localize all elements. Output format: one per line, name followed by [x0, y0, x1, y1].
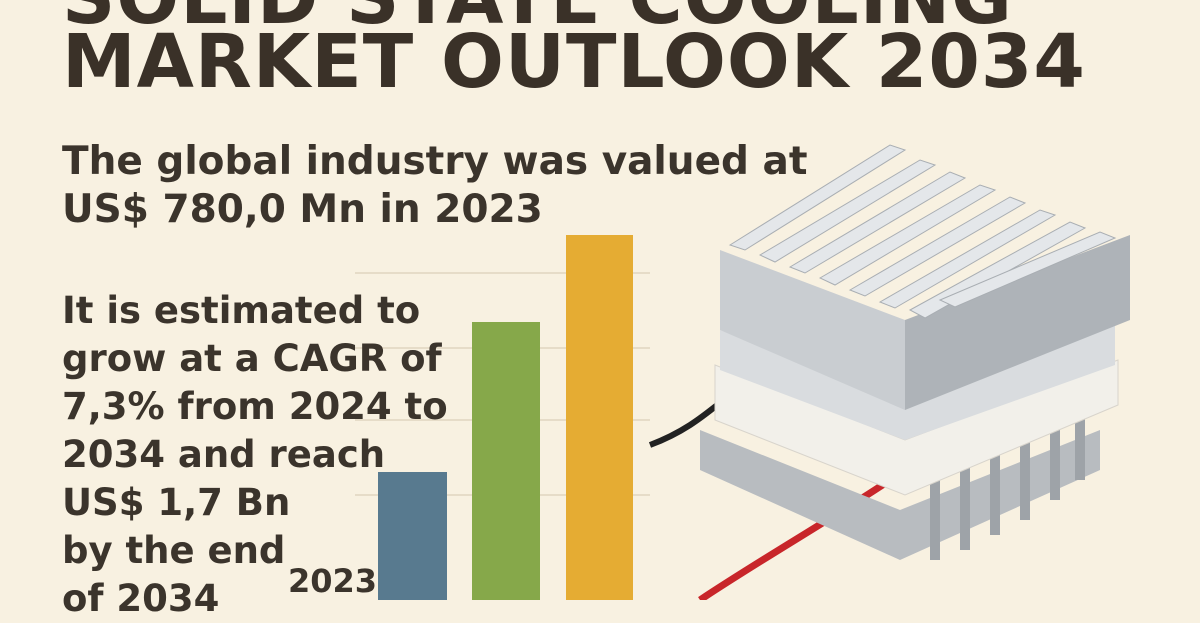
title-line: MARKET OUTLOOK 2034: [62, 19, 1086, 105]
bar: [378, 472, 447, 600]
forecast-line: It is estimated to: [62, 289, 421, 332]
chart-label: 2023: [288, 562, 378, 600]
valuation-line: US$ 780,0 Mn in 2023: [62, 187, 543, 232]
artwork: [355, 144, 1130, 600]
forecast-line: 7,3% from 2024 to: [62, 385, 448, 428]
forecast-line: by the end: [62, 529, 286, 572]
valuation-line: The global industry was valued at: [62, 139, 808, 184]
heatsink-illustration: [648, 144, 1130, 600]
forecast-line: 2034 and reach: [62, 433, 386, 476]
bar: [566, 235, 633, 600]
forecast-line: of 2034: [62, 577, 220, 620]
forecast-line: grow at a CAGR of: [62, 337, 442, 380]
forecast-line: US$ 1,7 Bn: [62, 481, 291, 524]
page: SOLID STATE COOLING MARKET OUTLOOK 2034 …: [62, 0, 1130, 620]
bar: [472, 322, 540, 600]
title-line: SOLID STATE COOLING: [62, 0, 1013, 38]
